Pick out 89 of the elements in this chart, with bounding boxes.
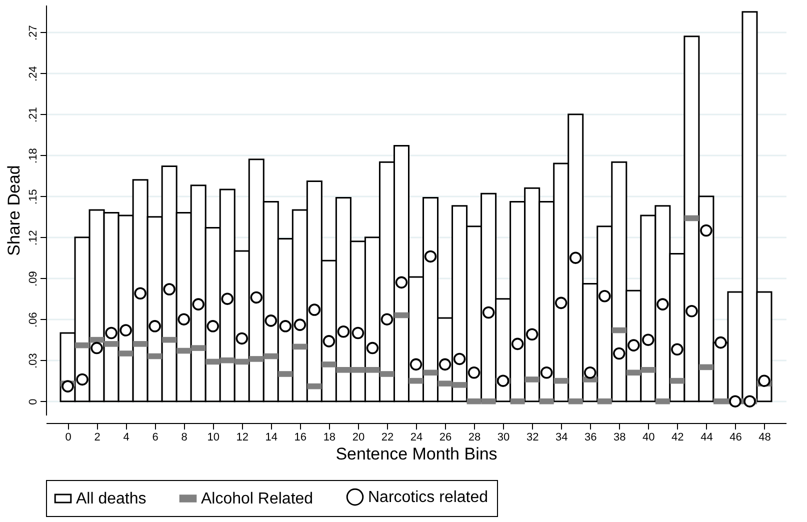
point <box>554 296 568 310</box>
x-tick-label: 48 <box>758 432 771 444</box>
point <box>642 334 654 346</box>
x-tick-label: 16 <box>294 432 307 444</box>
point <box>366 342 379 354</box>
point <box>76 373 88 386</box>
point <box>584 366 596 379</box>
point <box>90 342 103 354</box>
y-tick-label: .09 <box>28 271 40 286</box>
point <box>294 318 306 331</box>
x-tick-label: 46 <box>730 432 742 444</box>
y-axis-title: Share Dead <box>4 165 24 256</box>
point <box>656 298 669 310</box>
x-tick-label: 28 <box>468 432 481 444</box>
x-tick-label: 18 <box>323 432 336 444</box>
point <box>62 380 74 392</box>
point <box>758 374 770 387</box>
x-axis-title: Sentence Month Bins <box>336 444 498 464</box>
y-tick-label: .12 <box>28 230 40 246</box>
x-tick-label: 36 <box>584 432 597 444</box>
point <box>424 250 437 263</box>
point <box>221 292 234 305</box>
point <box>192 298 204 310</box>
y-tick-label: .21 <box>28 107 40 122</box>
y-tick-label: .15 <box>28 189 40 204</box>
point <box>395 276 408 289</box>
y-tick-label: 0 <box>28 398 40 405</box>
point <box>526 328 538 340</box>
x-tick-label: 20 <box>352 432 365 444</box>
point <box>686 305 698 318</box>
x-tick-label: 40 <box>642 432 655 444</box>
point <box>744 395 756 408</box>
point <box>322 335 336 348</box>
x-tick-label: 30 <box>497 432 510 444</box>
point <box>105 326 118 340</box>
point <box>264 314 278 327</box>
x-tick-label: 22 <box>381 432 394 444</box>
point <box>482 306 495 319</box>
point <box>337 326 350 338</box>
x-tick-label: 14 <box>265 432 278 444</box>
point <box>598 290 611 302</box>
x-tick-label: 2 <box>94 432 100 444</box>
point <box>380 313 394 326</box>
point <box>628 339 640 352</box>
x-tick-label: 44 <box>700 432 713 444</box>
point <box>120 324 132 336</box>
y-tick-label: .06 <box>28 312 40 328</box>
point <box>134 287 146 300</box>
x-tick-label: 26 <box>439 432 452 444</box>
point <box>178 313 190 326</box>
y-tick-label: .18 <box>28 148 40 164</box>
y-tick-label: .03 <box>28 353 40 368</box>
x-tick-label: 38 <box>614 432 626 444</box>
point <box>496 374 510 387</box>
point <box>352 326 364 340</box>
point <box>700 224 712 237</box>
x-tick-label: 12 <box>236 432 249 444</box>
point <box>729 395 742 408</box>
y-tick-label: .24 <box>28 66 40 82</box>
point <box>236 332 248 345</box>
point <box>279 320 292 332</box>
point <box>540 366 553 379</box>
point <box>206 320 220 332</box>
x-tick-label: 6 <box>152 432 158 444</box>
x-tick-label: 24 <box>410 432 423 444</box>
point <box>308 304 321 316</box>
point <box>671 343 684 356</box>
point <box>148 320 161 332</box>
point <box>163 283 176 296</box>
point <box>714 336 727 349</box>
x-tick-label: 4 <box>123 432 130 444</box>
point <box>438 358 452 371</box>
legend-label: Alcohol Related <box>201 490 314 508</box>
x-tick-label: 10 <box>207 432 220 444</box>
x-tick-label: 0 <box>65 432 72 444</box>
x-tick-label: 8 <box>181 432 188 444</box>
x-tick-label: 42 <box>672 432 684 444</box>
y-tick-label: .27 <box>28 25 40 40</box>
legend-label: All deaths <box>76 490 146 508</box>
point <box>468 366 480 379</box>
point <box>410 358 422 371</box>
point <box>511 338 524 350</box>
x-tick-label: 32 <box>526 432 539 444</box>
point <box>453 352 466 366</box>
x-tick-label: 34 <box>555 432 568 444</box>
point <box>250 291 263 304</box>
legend-label: Narcotics related <box>368 489 488 506</box>
point <box>612 347 626 360</box>
point <box>569 252 582 264</box>
